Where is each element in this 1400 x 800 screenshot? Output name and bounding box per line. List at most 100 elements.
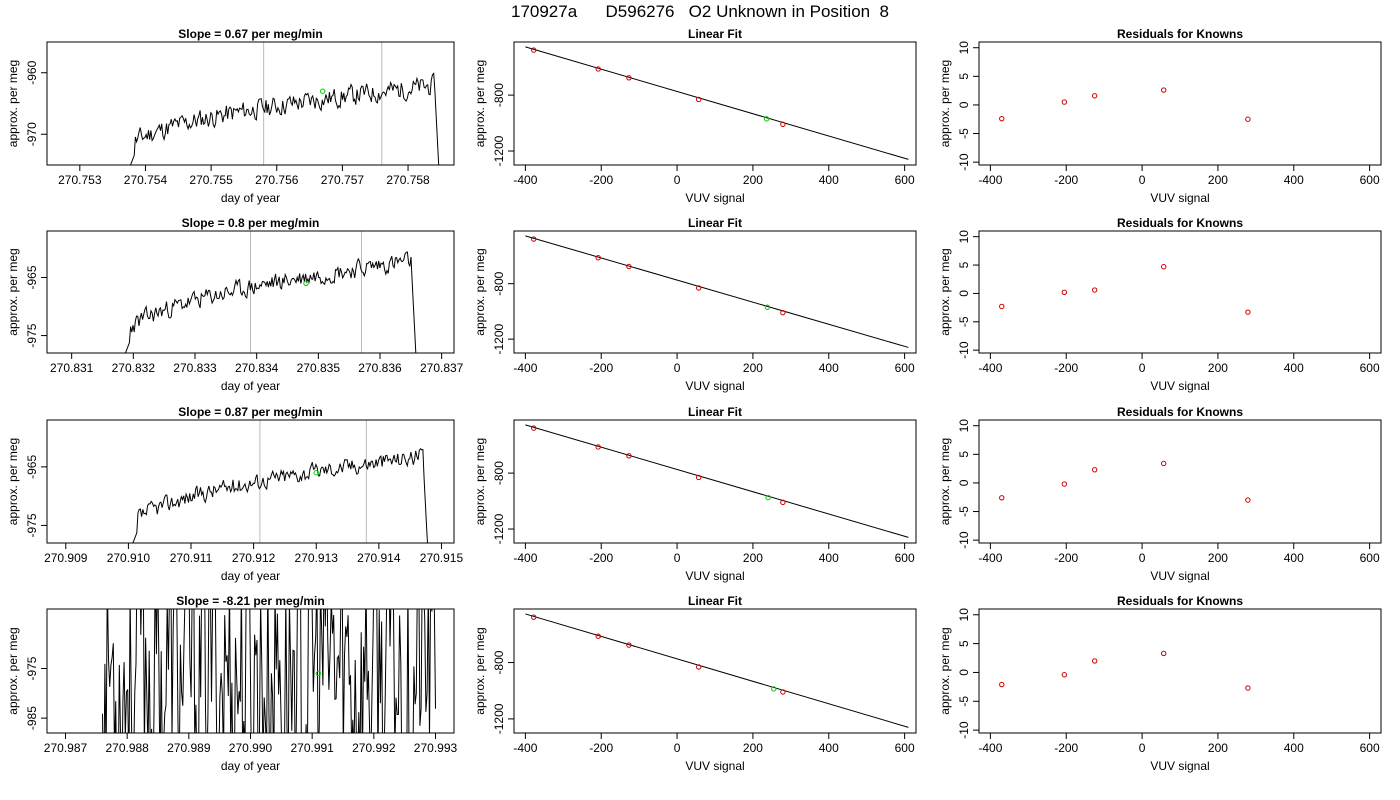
plot-area	[999, 87, 1251, 122]
x-tick-label: 0	[1139, 741, 1146, 755]
y-tick-label: -1200	[492, 513, 506, 544]
y-tick-label: -1200	[492, 703, 506, 734]
y-tick-label: 10	[957, 419, 971, 433]
panel-title: Linear Fit	[688, 216, 742, 230]
plot-area	[525, 424, 909, 538]
known-standard-point	[531, 425, 537, 431]
x-tick-label: 200	[1208, 361, 1228, 375]
y-tick-label: -970	[25, 122, 39, 146]
plot-area	[124, 231, 417, 353]
residual-point	[1091, 658, 1098, 664]
x-tick-label: 0	[674, 551, 681, 565]
known-standard-point	[595, 444, 601, 450]
x-axis-label: day of year	[221, 191, 280, 205]
plot-frame	[978, 230, 1382, 354]
plot-area	[102, 609, 436, 733]
unknown-point-marker	[764, 304, 771, 310]
panel-title: Linear Fit	[688, 405, 742, 419]
residual-point	[1061, 99, 1068, 105]
residual-point	[999, 681, 1005, 688]
y-axis-label: approx. per meg	[6, 60, 20, 147]
panel-title: Linear Fit	[688, 594, 742, 608]
x-tick-label: 400	[819, 741, 839, 755]
y-tick-label: -10	[957, 531, 971, 549]
figure-main-title: 170927a D596276 O2 Unknown in Position 8	[510, 2, 890, 21]
y-tick-label: -975	[25, 513, 39, 537]
plot-frame	[978, 419, 1382, 544]
x-tick-label: 0	[1139, 361, 1146, 375]
unknown-point-marker	[315, 670, 322, 677]
x-tick-label: -200	[1054, 173, 1078, 187]
plot-area	[129, 42, 440, 165]
y-tick-label: 5	[957, 451, 971, 458]
x-tick-label: -400	[978, 173, 1002, 187]
signal-trace-line	[102, 609, 436, 733]
known-standard-point	[780, 689, 786, 695]
known-standard-point	[531, 236, 537, 242]
panel-4-1: Slope = -8.21 per meg/min day of year appr…	[6, 594, 458, 773]
fit-line	[525, 46, 909, 160]
known-standard-point	[626, 642, 632, 648]
fit-line	[525, 613, 909, 728]
plot-frame	[513, 41, 917, 166]
x-tick-label: 270.988	[105, 741, 149, 755]
x-tick-label: -400	[978, 551, 1002, 565]
residual-point	[1091, 93, 1098, 99]
x-tick-label: -400	[513, 361, 537, 375]
x-tick-label: 270.755	[189, 173, 233, 187]
x-tick-label: 0	[674, 741, 681, 755]
x-tick-label: 270.910	[107, 551, 151, 565]
y-axis-label: approx. per meg	[473, 60, 487, 147]
residual-point	[1245, 116, 1251, 122]
panel-title: Residuals for Knowns	[1117, 27, 1243, 41]
signal-trace-line	[132, 447, 428, 543]
known-standard-point	[695, 96, 702, 103]
residual-point	[1245, 309, 1251, 315]
y-axis-label: approx. per meg	[938, 60, 952, 147]
x-axis-label: VUV signal	[685, 759, 744, 773]
known-standard-point	[695, 285, 702, 291]
unknown-point-marker	[313, 470, 319, 476]
known-standard-point	[595, 66, 601, 72]
y-tick-label: -800	[492, 461, 506, 485]
x-tick-label: 270.987	[44, 741, 88, 755]
known-standard-point	[780, 121, 786, 128]
x-tick-label: 270.993	[414, 741, 458, 755]
known-standard-point	[695, 474, 702, 481]
x-tick-label: -400	[978, 361, 1002, 375]
x-tick-label: 200	[743, 741, 763, 755]
y-tick-label: -5	[957, 506, 971, 517]
y-tick-label: -10	[957, 153, 971, 171]
y-axis-label: approx. per meg	[6, 627, 20, 714]
residual-point	[1160, 460, 1167, 467]
y-tick-label: -1200	[492, 135, 506, 166]
unknown-point-marker	[303, 280, 309, 286]
x-tick-label: -200	[589, 173, 613, 187]
y-tick-label: -975	[25, 323, 39, 347]
x-tick-label: -200	[589, 361, 613, 375]
y-tick-label: 10	[957, 608, 971, 622]
x-tick-label: 270.911	[170, 551, 213, 565]
x-tick-label: -200	[1054, 551, 1078, 565]
panel-title: Linear Fit	[688, 27, 742, 41]
x-tick-label: 270.836	[358, 361, 402, 375]
plot-area	[999, 650, 1251, 691]
known-standard-point	[780, 309, 786, 316]
panel-title: Slope = 0.67 per meg/min	[178, 27, 322, 41]
x-tick-label: 400	[1284, 361, 1304, 375]
x-tick-label: 400	[1284, 551, 1304, 565]
y-tick-label: -5	[957, 128, 971, 139]
x-tick-label: 0	[674, 173, 681, 187]
y-tick-label: 5	[957, 73, 971, 80]
panel-title: Residuals for Knowns	[1117, 405, 1243, 419]
residual-point	[1245, 497, 1251, 503]
x-tick-label: 600	[1360, 741, 1380, 755]
x-tick-label: 270.757	[321, 173, 365, 187]
x-tick-label: 270.912	[232, 551, 276, 565]
x-tick-label: 270.753	[58, 173, 102, 187]
x-tick-label: 270.758	[386, 173, 430, 187]
